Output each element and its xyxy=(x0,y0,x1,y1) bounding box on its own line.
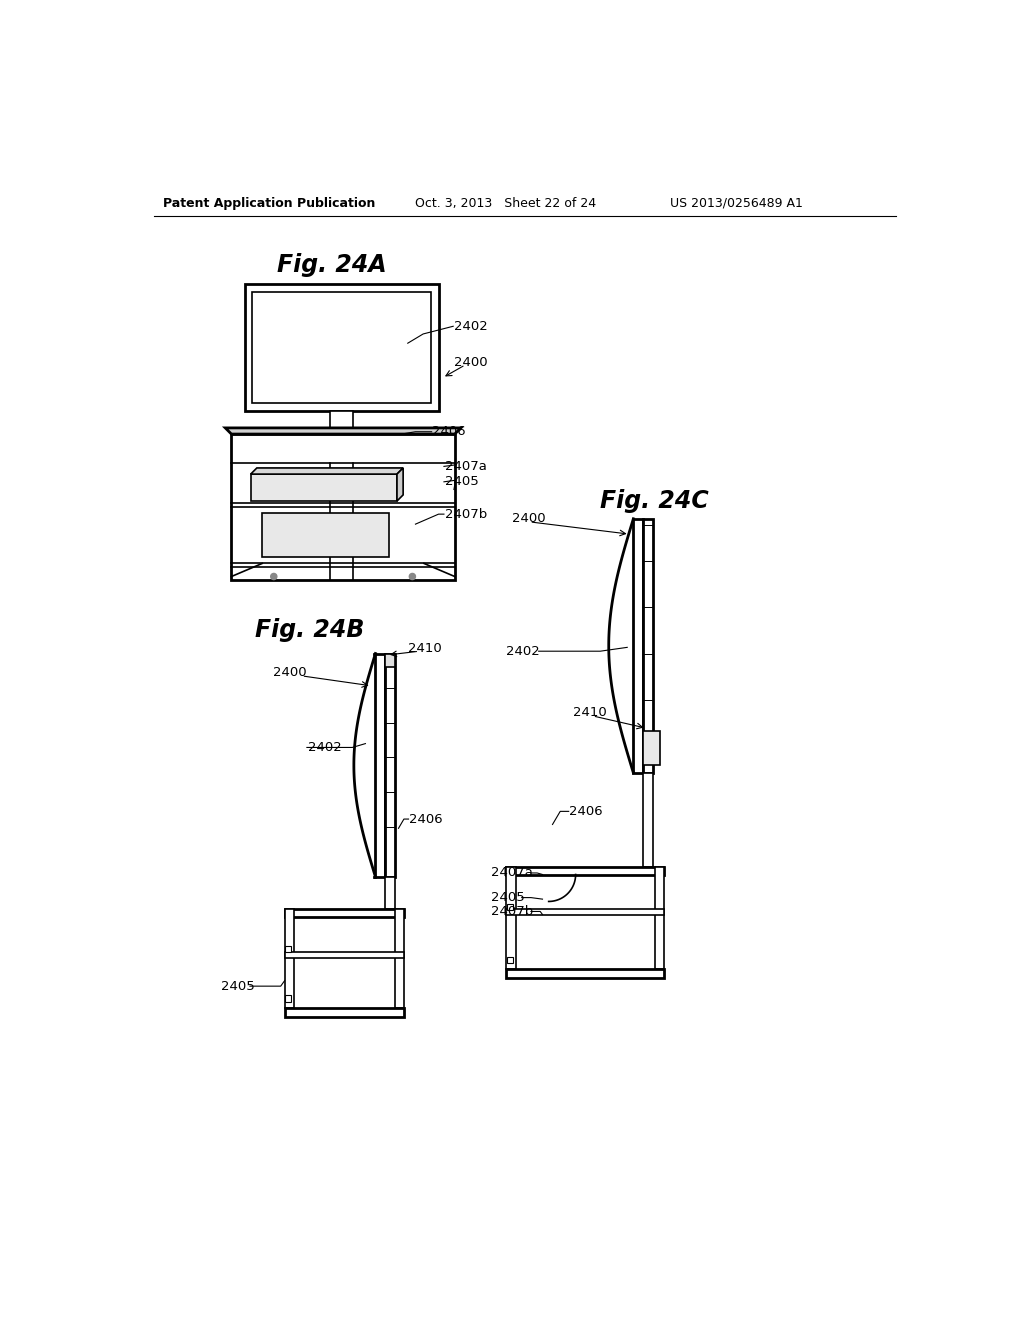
Bar xyxy=(643,774,653,867)
Polygon shape xyxy=(225,428,461,434)
Bar xyxy=(245,284,438,411)
Text: 2406: 2406 xyxy=(569,805,603,818)
Bar xyxy=(385,876,395,909)
Text: Fig. 24C: Fig. 24C xyxy=(600,488,709,513)
Circle shape xyxy=(410,573,416,579)
Bar xyxy=(506,867,515,969)
Text: Patent Application Publication: Patent Application Publication xyxy=(163,197,375,210)
Bar xyxy=(506,909,665,915)
Text: 2400: 2400 xyxy=(273,667,306,680)
Bar xyxy=(385,653,395,876)
Bar xyxy=(252,292,431,404)
Text: 2405: 2405 xyxy=(444,475,478,488)
Text: 2407a: 2407a xyxy=(490,866,532,879)
Bar xyxy=(394,909,403,1007)
Bar xyxy=(285,952,403,958)
Text: 2406: 2406 xyxy=(432,425,466,438)
Circle shape xyxy=(270,573,276,579)
Text: Oct. 3, 2013   Sheet 22 of 24: Oct. 3, 2013 Sheet 22 of 24 xyxy=(416,197,597,210)
Bar xyxy=(506,969,665,978)
Bar xyxy=(231,434,455,581)
Bar xyxy=(251,474,397,502)
Bar xyxy=(262,512,389,557)
Bar xyxy=(330,411,353,434)
Text: 2400: 2400 xyxy=(512,512,546,525)
Bar xyxy=(507,957,513,964)
Text: 2405: 2405 xyxy=(221,979,255,993)
Bar xyxy=(507,904,513,909)
Polygon shape xyxy=(397,469,403,502)
Text: 2407b: 2407b xyxy=(444,508,487,520)
Bar xyxy=(285,909,294,1007)
Text: US 2013/0256489 A1: US 2013/0256489 A1 xyxy=(670,197,803,210)
Text: 2405: 2405 xyxy=(490,891,524,904)
Bar xyxy=(634,519,643,774)
Bar xyxy=(643,730,659,766)
Bar xyxy=(385,653,395,668)
Text: 2402: 2402 xyxy=(307,741,341,754)
Bar xyxy=(285,1007,403,1016)
Text: 2402: 2402 xyxy=(454,319,487,333)
Text: 2407b: 2407b xyxy=(490,906,534,917)
Bar xyxy=(286,946,292,952)
Bar xyxy=(643,519,653,774)
Text: 2410: 2410 xyxy=(573,706,607,719)
Bar xyxy=(506,867,665,875)
Text: Fig. 24B: Fig. 24B xyxy=(255,618,364,643)
Bar xyxy=(285,909,403,917)
Text: 2407a: 2407a xyxy=(444,459,486,473)
Bar xyxy=(655,867,665,969)
Text: Fig. 24A: Fig. 24A xyxy=(278,252,387,277)
Text: 2410: 2410 xyxy=(408,643,441,656)
Bar xyxy=(376,653,385,876)
Text: 2406: 2406 xyxy=(410,813,443,825)
Bar xyxy=(286,995,292,1002)
Polygon shape xyxy=(251,469,403,474)
Text: 2402: 2402 xyxy=(506,644,540,657)
Text: 2400: 2400 xyxy=(454,356,487,370)
